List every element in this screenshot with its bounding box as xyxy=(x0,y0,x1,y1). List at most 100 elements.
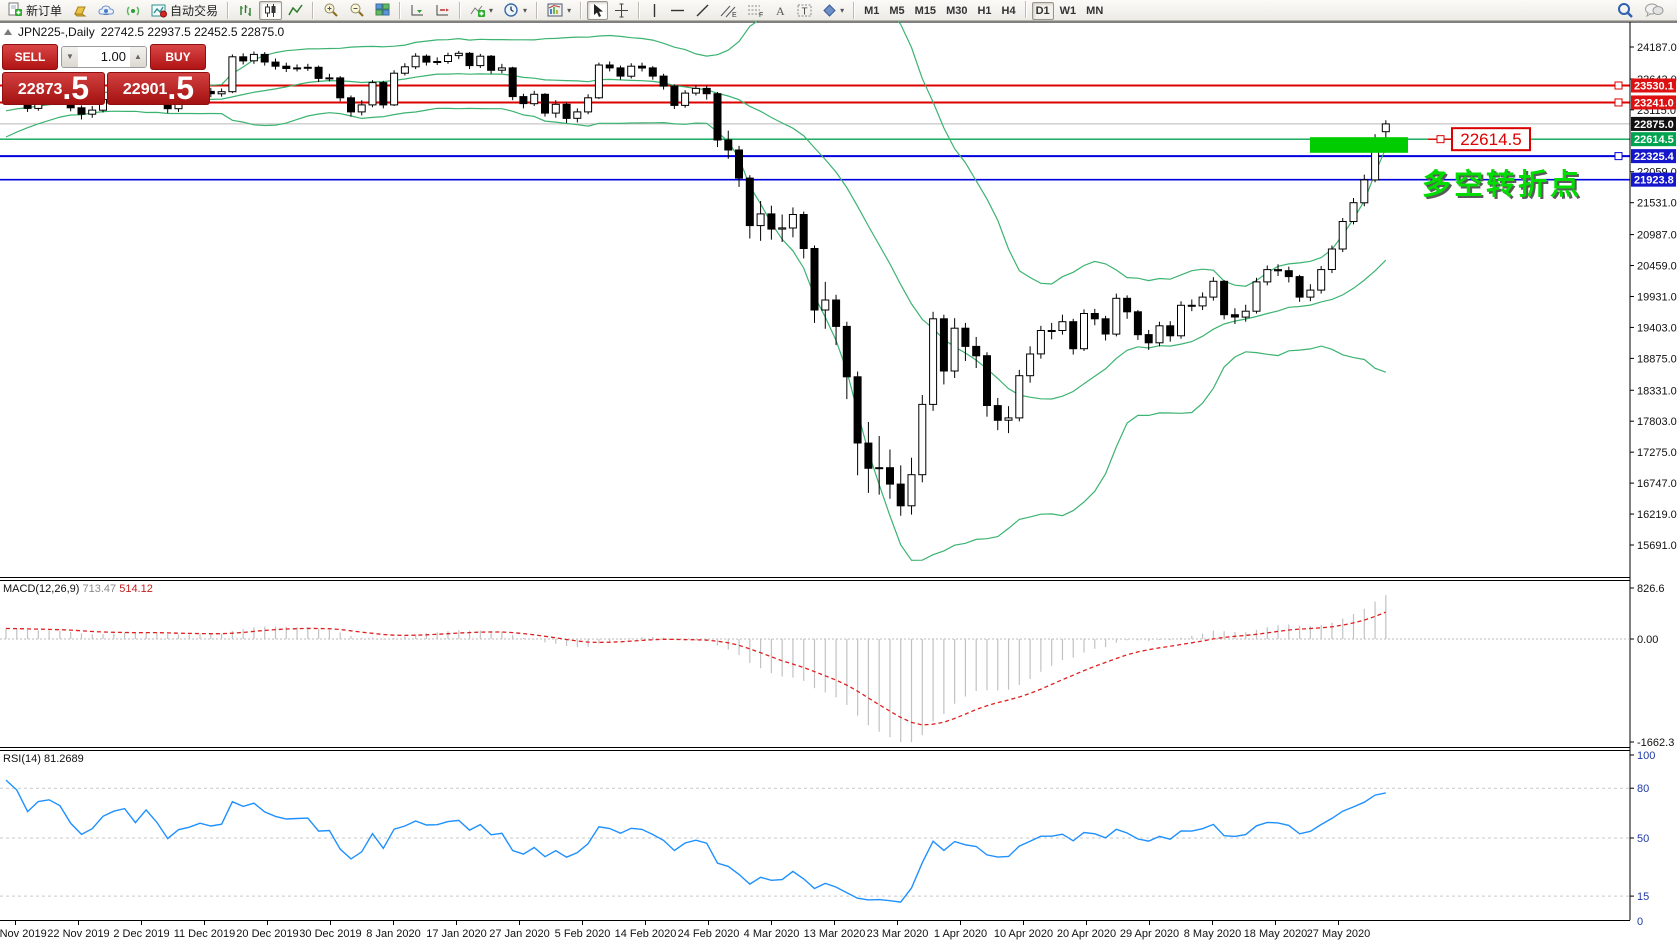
toolbar-separator xyxy=(459,1,462,19)
channel-icon: E xyxy=(720,5,737,18)
volume-decrease-button[interactable]: ▼ xyxy=(62,46,78,67)
sell-price[interactable]: 22873 .5 xyxy=(2,72,105,105)
svg-text:18331.0: 18331.0 xyxy=(1637,385,1677,397)
templates-button[interactable]: ▾ xyxy=(543,1,575,20)
new-order-button[interactable]: 新订单 xyxy=(3,1,66,20)
svg-text:20 Apr 2020: 20 Apr 2020 xyxy=(1057,928,1116,940)
horizontal-lines-layer xyxy=(0,84,1630,181)
fibonacci-tool-button[interactable]: F xyxy=(743,1,768,20)
metaeditor-button[interactable] xyxy=(68,1,92,20)
signals-button[interactable] xyxy=(121,1,145,20)
candlestick-mode-button[interactable] xyxy=(259,0,283,20)
svg-text:17803.0: 17803.0 xyxy=(1637,416,1677,428)
volume-input[interactable] xyxy=(78,46,130,67)
svg-text:13 Nov 2019: 13 Nov 2019 xyxy=(0,928,47,940)
community-button[interactable] xyxy=(94,1,119,20)
price-axis[interactable]: 24187.023643.023115.022059.021531.020987… xyxy=(1614,22,1677,920)
svg-text:17275.0: 17275.0 xyxy=(1637,447,1677,459)
text-label-tool-button[interactable]: T xyxy=(793,1,817,20)
auto-scroll-icon xyxy=(411,4,424,15)
svg-text:MACD(12,26,9) 713.47 514.12: MACD(12,26,9) 713.47 514.12 xyxy=(3,583,153,595)
buy-button[interactable]: BUY xyxy=(150,43,206,70)
svg-text:21923.8: 21923.8 xyxy=(1634,175,1674,187)
svg-text:100: 100 xyxy=(1637,750,1655,762)
toolbar-separator xyxy=(312,1,315,19)
dropdown-caret-icon: ▾ xyxy=(489,5,494,15)
one-click-trading-panel: SELL ▼ ▲ BUY 22873 .5 22901 .5 xyxy=(2,43,214,105)
toolbar-separator xyxy=(580,1,583,19)
bar-chart-mode-button[interactable] xyxy=(234,1,257,20)
toolbar-separator xyxy=(227,1,230,19)
svg-text:23530.1: 23530.1 xyxy=(1634,81,1674,93)
chart-shift-button[interactable] xyxy=(431,1,454,20)
line-chart-mode-button[interactable] xyxy=(284,1,307,20)
toolbar-separator xyxy=(1024,0,1027,18)
timeframe-button-W1[interactable]: W1 xyxy=(1059,4,1077,17)
svg-text:22325.4: 22325.4 xyxy=(1634,151,1675,163)
horizontal-line-tool-button[interactable] xyxy=(666,1,689,20)
svg-text:2 Dec 2019: 2 Dec 2019 xyxy=(113,928,169,940)
timeframe-button-M15[interactable]: M15 xyxy=(914,4,937,17)
vertical-line-tool-button[interactable] xyxy=(645,1,664,20)
timeframe-button-M5[interactable]: M5 xyxy=(889,4,905,17)
svg-text:10 Apr 2020: 10 Apr 2020 xyxy=(994,928,1053,940)
symbol-bar: JPN225-,Daily 22742.5 22937.5 22452.5 22… xyxy=(4,25,284,39)
cursor-tool-button[interactable] xyxy=(587,0,609,20)
svg-text:1 Apr 2020: 1 Apr 2020 xyxy=(934,928,987,940)
timeframe-button-H1[interactable]: H1 xyxy=(977,4,992,17)
svg-text:T: T xyxy=(802,6,808,17)
auto-trading-label: 自动交易 xyxy=(170,3,219,18)
auto-scroll-button[interactable] xyxy=(406,1,429,20)
text-tool-button[interactable]: A xyxy=(770,1,791,20)
svg-text:24187.0: 24187.0 xyxy=(1637,42,1677,54)
svg-text:22 Nov 2019: 22 Nov 2019 xyxy=(47,928,109,940)
timeframe-button-M1[interactable]: M1 xyxy=(864,4,880,17)
svg-text:15691.0: 15691.0 xyxy=(1637,540,1677,552)
svg-text:多空转折点: 多空转折点 xyxy=(1424,169,1584,203)
bar-chart-icon xyxy=(240,4,251,16)
sell-button[interactable]: SELL xyxy=(2,43,58,70)
periods-button[interactable]: ▾ xyxy=(499,1,531,20)
svg-text:16219.0: 16219.0 xyxy=(1637,509,1677,521)
channel-tool-button[interactable]: E xyxy=(716,1,741,20)
gold-icon xyxy=(73,6,87,17)
sell-price-main: 22873 xyxy=(17,81,63,98)
svg-text:23241.0: 23241.0 xyxy=(1634,97,1674,109)
crosshair-tool-button[interactable] xyxy=(610,1,633,20)
timeframe-button-MN[interactable]: MN xyxy=(1086,4,1104,17)
timeframe-button-M30[interactable]: M30 xyxy=(946,4,968,17)
chart-collapse-icon[interactable] xyxy=(4,29,12,35)
svg-text:A: A xyxy=(776,4,785,18)
svg-text:50: 50 xyxy=(1637,833,1649,845)
svg-text:22614.5: 22614.5 xyxy=(1634,134,1674,146)
dropdown-caret-icon: ▾ xyxy=(523,5,528,15)
horizontal-line-icon xyxy=(671,9,685,11)
svg-text:E: E xyxy=(732,12,737,18)
text-label-icon: T xyxy=(797,4,812,17)
chart-shift-icon xyxy=(436,4,450,15)
volume-increase-button[interactable]: ▲ xyxy=(130,46,146,67)
buy-price[interactable]: 22901 .5 xyxy=(107,72,210,105)
tile-windows-button[interactable] xyxy=(371,1,394,20)
zoom-in-button[interactable] xyxy=(319,1,343,20)
svg-text:F: F xyxy=(759,12,763,18)
indicators-button[interactable]: ▾ xyxy=(466,1,497,20)
cloud-user-icon xyxy=(98,4,115,15)
trendline-tool-button[interactable] xyxy=(691,1,714,20)
shapes-tool-button[interactable]: ▾ xyxy=(819,1,848,20)
zoom-out-button[interactable] xyxy=(345,1,369,20)
volume-stepper: ▼ ▲ xyxy=(61,45,147,68)
svg-text:24 Feb 2020: 24 Feb 2020 xyxy=(678,928,740,940)
chat-button[interactable] xyxy=(1640,1,1668,20)
auto-trading-button[interactable]: 自动交易 xyxy=(147,1,222,20)
svg-text:27 May 2020: 27 May 2020 xyxy=(1307,928,1371,940)
timeframe-button-D1[interactable]: D1 xyxy=(1031,1,1054,20)
timeframe-group: M1 M5 M15 M30 H1 H4 D1 W1 MN xyxy=(859,0,1108,20)
zoom-out-icon xyxy=(350,3,364,17)
timeframe-button-H4[interactable]: H4 xyxy=(1001,4,1016,17)
tile-windows-icon xyxy=(375,3,390,16)
search-button[interactable] xyxy=(1613,1,1638,20)
